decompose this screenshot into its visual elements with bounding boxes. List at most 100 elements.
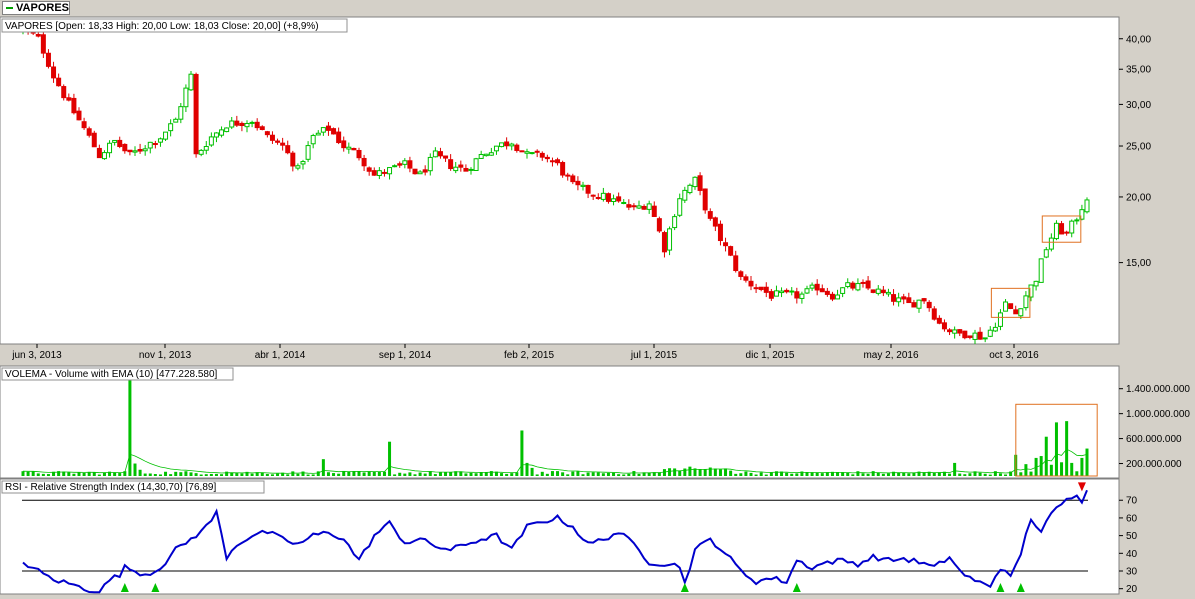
candle-body bbox=[840, 287, 846, 294]
candle-body bbox=[173, 118, 179, 123]
chart-tab-label: VAPORES bbox=[16, 2, 69, 14]
volume-bar bbox=[662, 469, 666, 476]
volume-bar bbox=[902, 472, 906, 476]
volume-bar bbox=[265, 473, 269, 476]
volume-bar bbox=[708, 467, 712, 476]
volume-bar bbox=[795, 473, 799, 476]
candle-body bbox=[417, 171, 423, 175]
volume-bar bbox=[505, 473, 509, 476]
volume-bar bbox=[937, 472, 941, 476]
volume-bar bbox=[785, 472, 789, 476]
candle-body bbox=[565, 174, 571, 177]
candle-body bbox=[320, 127, 326, 133]
candle-body bbox=[865, 280, 871, 289]
volume-y-tick-label: 1.400.000.000 bbox=[1126, 384, 1190, 395]
volume-bar bbox=[377, 471, 381, 476]
candle-body bbox=[702, 188, 708, 211]
candle-body bbox=[667, 228, 673, 251]
volume-bar bbox=[866, 473, 870, 476]
volume-bar bbox=[917, 471, 921, 476]
candle-body bbox=[728, 246, 734, 256]
candle-body bbox=[40, 34, 46, 54]
candle-body bbox=[1059, 223, 1065, 235]
candle-body bbox=[768, 291, 774, 299]
volume-bar bbox=[790, 473, 794, 476]
volume-bar bbox=[897, 472, 901, 476]
volume-bar bbox=[250, 473, 254, 476]
rsi-buy-signal bbox=[151, 583, 160, 592]
volume-bar bbox=[92, 472, 96, 476]
candle-body bbox=[147, 141, 153, 149]
volume-bar bbox=[530, 467, 534, 476]
volume-bar bbox=[52, 471, 56, 476]
candle-body bbox=[921, 298, 927, 302]
candle-body bbox=[911, 302, 917, 308]
volume-bar bbox=[286, 474, 290, 476]
volume-bar bbox=[815, 472, 819, 476]
volume-bar bbox=[836, 472, 840, 476]
candle-body bbox=[763, 286, 769, 293]
candle-body bbox=[544, 156, 550, 160]
volume-bar bbox=[474, 473, 478, 476]
chart-tab[interactable]: VAPORES bbox=[2, 1, 70, 15]
volume-title-box bbox=[1, 367, 234, 381]
volume-bar bbox=[525, 462, 529, 476]
volume-bar bbox=[1065, 421, 1069, 476]
volume-bar bbox=[739, 473, 743, 476]
candle-body bbox=[81, 121, 87, 129]
candle-body bbox=[183, 87, 189, 108]
rsi-buy-signal bbox=[120, 583, 129, 592]
candle-body bbox=[941, 322, 947, 330]
volume-bar bbox=[510, 473, 514, 476]
candle-body bbox=[824, 290, 830, 295]
candle-body bbox=[962, 330, 968, 339]
candle-body bbox=[300, 161, 306, 165]
volume-bar bbox=[637, 473, 641, 476]
candle-body bbox=[1043, 249, 1049, 258]
candle-body bbox=[636, 205, 642, 209]
volume-bar bbox=[576, 471, 580, 476]
rsi-buy-signal bbox=[1016, 583, 1025, 592]
volume-bar bbox=[1004, 474, 1008, 476]
volume-bar bbox=[174, 471, 178, 476]
volume-bar bbox=[459, 471, 463, 476]
volume-bar bbox=[1044, 436, 1048, 476]
rsi-title: RSI - Relative Strength Index (14,30,70)… bbox=[5, 482, 216, 493]
volume-bar bbox=[260, 472, 264, 476]
candle-body bbox=[982, 337, 988, 340]
candle-body bbox=[687, 184, 693, 194]
volume-bar bbox=[774, 471, 778, 476]
volume-bar bbox=[143, 473, 147, 476]
candle-body bbox=[524, 151, 530, 154]
candle-body bbox=[157, 138, 163, 143]
candle-body bbox=[280, 142, 286, 146]
volume-bar bbox=[138, 469, 142, 476]
volume-bar bbox=[357, 471, 361, 476]
candle-body bbox=[723, 242, 729, 247]
candle-body bbox=[101, 152, 107, 160]
rsi-buy-signal bbox=[996, 583, 1005, 592]
volume-bar bbox=[189, 472, 193, 476]
volume-bar bbox=[31, 471, 35, 476]
volume-bar bbox=[301, 471, 305, 476]
volume-bar bbox=[744, 471, 748, 476]
volume-bar bbox=[153, 473, 157, 476]
candle-body bbox=[896, 297, 902, 303]
candle-body bbox=[219, 129, 225, 136]
candle-body bbox=[1013, 309, 1019, 315]
volume-bar bbox=[892, 471, 896, 476]
candle-body bbox=[1008, 303, 1014, 310]
price-x-tick-label: oct 3, 2016 bbox=[989, 350, 1039, 361]
candle-body bbox=[743, 276, 749, 281]
volume-bar bbox=[601, 473, 605, 476]
candle-body bbox=[71, 97, 77, 114]
volume-bar bbox=[647, 472, 651, 476]
volume-bar bbox=[169, 474, 173, 476]
candle-body bbox=[376, 170, 382, 176]
volume-bar bbox=[698, 469, 702, 476]
candle-body bbox=[493, 145, 499, 152]
candle-body bbox=[855, 283, 861, 291]
price-x-tick-label: nov 1, 2013 bbox=[139, 350, 192, 361]
candle-body bbox=[371, 170, 377, 176]
candle-body bbox=[753, 287, 759, 290]
